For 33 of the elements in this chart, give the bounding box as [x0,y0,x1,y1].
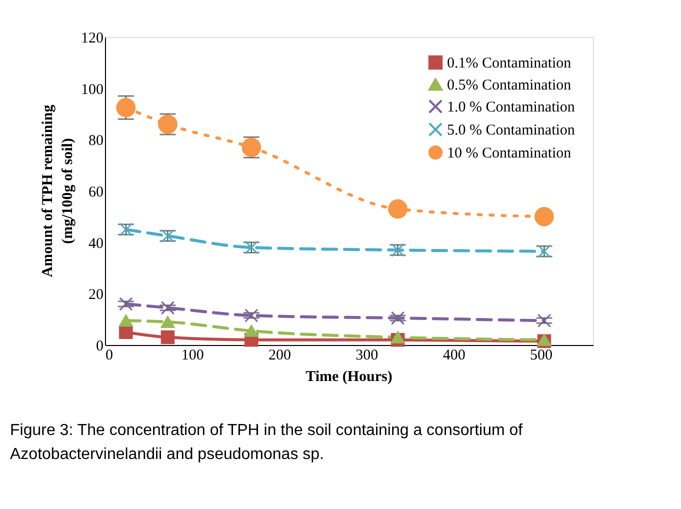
legend-label: 5.0 % Contamination [447,122,576,138]
legend-label: 0.5% Contamination [447,78,572,94]
point [160,300,175,315]
point [119,297,133,311]
x-tick-label: 200 [268,348,292,364]
y-axis-title: Amount of TPH remaining (mg/100g of soil) [40,104,76,278]
point [244,308,258,322]
y-tick-label: 40 [88,236,104,252]
point [537,314,552,328]
x-axis-title: Time (Hours) [306,369,392,385]
legend-label: 0.1% Contamination [447,56,572,72]
point [388,199,408,219]
point [390,311,405,325]
x-tick-label: 100 [181,348,204,364]
legend-label: 1.0 % Contamination [447,100,576,116]
y-tick-label: 80 [88,133,104,150]
y-tick-label: 100 [81,82,104,98]
point [244,324,258,337]
y-tick-label: 60 [88,184,104,200]
point [119,325,133,340]
point [537,334,552,346]
point [390,331,405,344]
point [160,330,175,344]
point [534,206,554,226]
y-tick-label: 20 [88,287,104,304]
x-tick-label: 300 [356,348,378,364]
legend-label: 10 % Contamination [447,146,572,162]
point [119,314,133,327]
y-tick-label: 120 [81,30,104,46]
x-tick-label: 400 [442,348,466,364]
x-tick-label: 500 [530,348,552,364]
caption: Figure 3: The concentration of TPH in the soil containing a consortium of Azotobactervinelandii and pseudomonas sp. [10,422,524,463]
point [160,316,175,328]
